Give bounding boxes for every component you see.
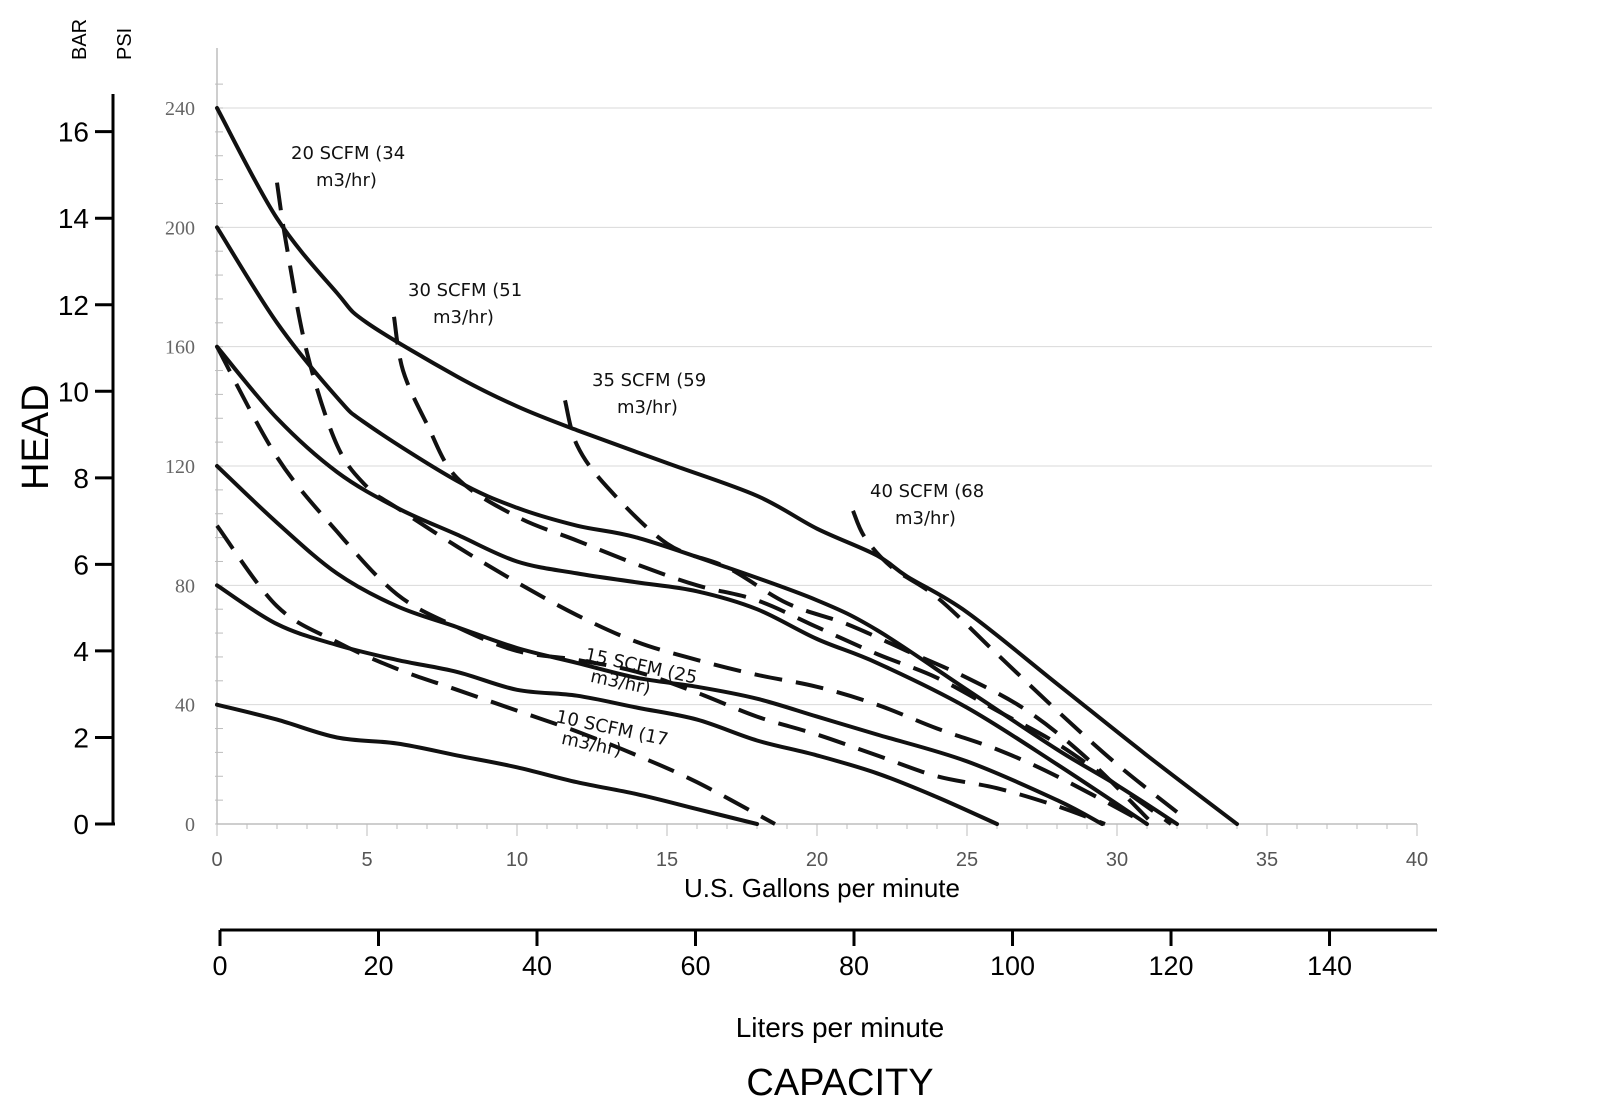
axes [111,48,1437,932]
pressure-curve-supply-240 [215,106,1239,826]
air-label-line1: 35 SCFM (59 [592,370,706,391]
gpm-tick-40: 40 [1406,849,1428,871]
psi-tick-160: 160 [165,337,195,359]
psi-tick-0: 0 [185,814,195,836]
bar-tick-labels: 0 2 4 6 8 10 12 14 16 [58,117,113,840]
gpm-tick-20: 20 [806,849,828,871]
lpm-tick-100: 100 [990,951,1035,981]
air-label-line2: m3/hr) [316,170,377,191]
bar-tick-4: 4 [73,636,89,667]
gpm-tick-10: 10 [506,849,528,871]
lpm-tick-40: 40 [522,951,552,981]
psi-tick-labels: 0 40 80 120 160 200 240 [165,98,195,836]
gpm-axis-title: U.S. Gallons per minute [684,873,960,903]
air-label-6: 40 SCFM (68 m3/hr) [870,481,984,529]
bar-unit-label: BAR [69,19,91,60]
lpm-tick-60: 60 [680,951,710,981]
head-axis-title: HEAD [15,384,57,490]
gpm-tick-5: 5 [361,849,372,871]
lpm-tick-120: 120 [1148,951,1193,981]
bar-tick-6: 6 [73,549,89,580]
bar-axis-line [111,94,115,826]
air-curve-1 [215,524,776,826]
psi-tick-200: 200 [165,217,195,239]
gridlines [217,107,1432,706]
air-label-3: 20 SCFM (34 m3/hr) [291,143,405,191]
capacity-title: CAPACITY [746,1062,933,1103]
pressure-curve-supply-200 [215,225,1179,826]
lpm-tick-20: 20 [363,951,393,981]
air-label-line2: m3/hr) [617,397,678,418]
lpm-tick-80: 80 [839,951,869,981]
gpm-tick-0: 0 [211,849,222,871]
bar-tick-12: 12 [58,290,89,321]
psi-tick-40: 40 [175,695,195,717]
air-label-line2: m3/hr) [433,307,494,328]
air-label-line1: 20 SCFM (34 [291,143,405,164]
psi-unit-label: PSI [114,28,136,60]
psi-tick-80: 80 [175,575,195,597]
air-label-4: 30 SCFM (51 m3/hr) [408,280,522,328]
gpm-tick-labels: 0 5 10 15 20 25 30 35 40 [211,849,1428,871]
gpm-tick-15: 15 [656,849,678,871]
air-label-line1: 30 SCFM (51 [408,280,522,301]
air-label-line1: 40 SCFM (68 [870,481,984,502]
pressure-curves [215,106,1239,826]
bar-tick-8: 8 [73,463,89,494]
pressure-curve-supply-40 [215,702,759,826]
bar-tick-2: 2 [73,722,89,753]
lpm-tick-0: 0 [212,951,227,981]
air-label-line2: m3/hr) [895,508,956,529]
pressure-curve-supply-120 [215,464,1104,826]
bar-tick-10: 10 [58,376,89,407]
pressure-curve-supply-80 [215,583,999,826]
gpm-tick-25: 25 [956,849,978,871]
air-curve-4 [392,316,1173,826]
air-label-5: 35 SCFM (59 m3/hr) [592,370,706,418]
air-curve-2 [215,345,1106,826]
gpm-tick-35: 35 [1256,849,1278,871]
lpm-tick-140: 140 [1307,951,1352,981]
air-curve-6 [851,509,1179,814]
air-consumption-curves [215,182,1179,826]
air-curve-5 [563,399,1155,826]
psi-tick-120: 120 [165,456,195,478]
lpm-axis-title: Liters per minute [736,1012,945,1043]
gpm-tick-30: 30 [1106,849,1128,871]
pressure-curve-supply-160 [215,344,1149,826]
psi-tick-240: 240 [165,98,195,120]
bar-tick-16: 16 [58,117,89,148]
lpm-tick-labels: 0 20 40 60 80 100 120 140 [212,930,1352,981]
bar-tick-14: 14 [58,203,89,234]
bar-tick-0: 0 [73,809,89,840]
air-curve-3 [275,182,1148,826]
